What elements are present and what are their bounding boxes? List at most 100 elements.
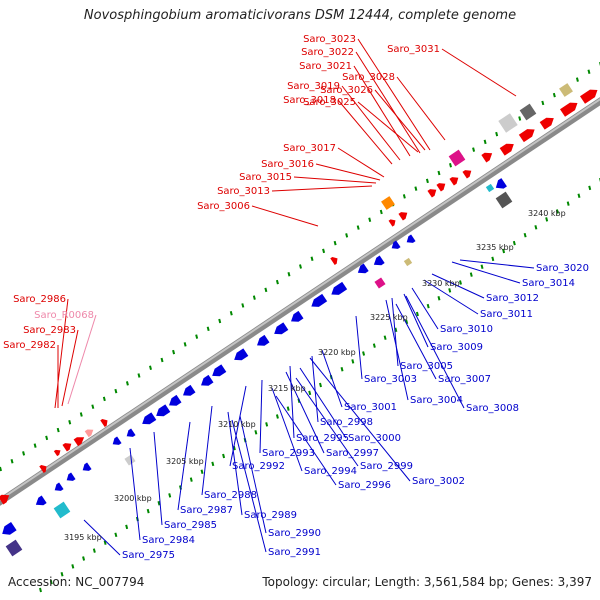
reverse-gene-label: Saro_3004 xyxy=(410,395,463,406)
forward-gene-label-leader xyxy=(54,298,69,409)
forward-gene-label: Saro_3013 xyxy=(217,186,270,197)
forward-gene-label: Saro_3025 xyxy=(303,97,356,108)
reverse-gene xyxy=(54,482,64,491)
reverse-gene xyxy=(2,521,17,535)
forward-tick xyxy=(333,240,337,246)
reverse-tick xyxy=(491,256,495,262)
forward-gene-label: Saro_R0068 xyxy=(34,310,94,321)
reverse-gene xyxy=(35,495,47,506)
accession-label: Accession: NC_007794 xyxy=(8,575,145,589)
reverse-tick xyxy=(415,311,419,317)
reverse-gene-label-leader xyxy=(229,385,247,467)
reverse-tick xyxy=(469,272,473,277)
forward-gene-label-leader xyxy=(251,205,319,227)
forward-tick xyxy=(22,451,26,456)
reverse-tick xyxy=(523,232,527,238)
forward-tick xyxy=(102,396,106,402)
forward-gene xyxy=(0,494,10,505)
forward-tick xyxy=(472,147,476,152)
reverse-tick xyxy=(372,343,376,348)
reverse-gene-label-leader xyxy=(321,349,343,408)
reverse-gene-label: Saro_2998 xyxy=(320,417,373,428)
forward-tick xyxy=(137,373,141,378)
forward-gene xyxy=(436,183,446,192)
reverse-gene-label-leader xyxy=(201,405,213,496)
reverse-gene xyxy=(112,436,122,445)
forward-gene xyxy=(39,465,47,473)
forward-tick xyxy=(518,116,522,121)
scale-label: 3195 kbp xyxy=(64,533,102,542)
scale-label: 3205 kbp xyxy=(166,457,204,466)
scale-label: 3200 kbp xyxy=(114,494,152,503)
reverse-gene xyxy=(142,412,157,425)
forward-tick xyxy=(379,209,383,215)
forward-gene-label-leader xyxy=(337,147,385,178)
forward-gene xyxy=(499,143,514,156)
forward-tick xyxy=(56,427,60,433)
reverse-gene-label-leader xyxy=(355,315,363,380)
forward-gene-label-leader xyxy=(357,101,419,153)
reverse-tick xyxy=(340,366,344,372)
forward-tick xyxy=(495,131,499,137)
reverse-gene-label: Saro_3020 xyxy=(536,263,589,274)
misc-feature xyxy=(559,83,573,97)
reverse-tick xyxy=(39,587,42,593)
forward-gene-label-leader xyxy=(315,163,381,181)
reverse-tick xyxy=(480,264,484,269)
forward-tick xyxy=(437,170,441,176)
misc-feature xyxy=(124,454,136,466)
reverse-tick xyxy=(588,185,592,191)
reverse-gene xyxy=(156,404,171,417)
reverse-tick xyxy=(189,477,193,482)
reverse-gene-label-leader xyxy=(309,357,411,482)
misc-feature xyxy=(381,196,395,210)
forward-tick xyxy=(356,225,360,230)
forward-gene xyxy=(539,117,554,130)
forward-gene-label-leader xyxy=(396,76,446,141)
reverse-gene-label: Saro_2992 xyxy=(232,461,285,472)
forward-gene xyxy=(53,449,61,457)
reverse-tick xyxy=(168,493,172,498)
reverse-gene-label: Saro_2989 xyxy=(244,510,297,521)
reverse-tick xyxy=(426,303,430,309)
reverse-tick xyxy=(362,351,366,356)
forward-gene-label: Saro_3006 xyxy=(197,201,250,212)
reverse-gene-label: Saro_3007 xyxy=(438,374,491,385)
forward-tick xyxy=(345,233,349,238)
reverse-tick xyxy=(275,414,279,419)
reverse-gene xyxy=(66,472,76,481)
forward-gene xyxy=(73,437,85,447)
scale-labels: 3195 kbp 3200 kbp 3205 kbp 3210 kbp 3215 kbp… xyxy=(64,209,566,542)
reverse-gene-label-leader xyxy=(405,295,465,409)
reverse-tick xyxy=(265,422,269,427)
reverse-gene xyxy=(212,364,227,377)
forward-gene xyxy=(398,212,408,221)
reverse-gene xyxy=(201,374,214,386)
forward-gene-label: Saro_3022 xyxy=(301,47,354,58)
reverse-gene-label-leader xyxy=(391,297,399,367)
reverse-tick xyxy=(200,469,204,474)
reverse-gene-label: Saro_3014 xyxy=(522,278,575,289)
scale-label: 3225 kbp xyxy=(370,313,408,322)
reverse-tick xyxy=(394,327,398,333)
reverse-gene-label: Saro_2994 xyxy=(304,466,357,477)
reverse-gene-label: Saro_2993 xyxy=(262,448,315,459)
forward-gene-label-leader xyxy=(357,38,431,151)
scale-label: 3235 kbp xyxy=(476,243,514,252)
forward-gene-label-leader xyxy=(374,89,426,151)
reverse-gene-label-leader xyxy=(231,419,267,553)
misc-feature xyxy=(403,257,413,267)
misc-feature xyxy=(495,191,513,209)
tick-marks xyxy=(0,62,600,593)
reverse-gene-label-leader xyxy=(177,421,191,511)
reverse-tick xyxy=(459,280,462,285)
forward-tick xyxy=(299,264,302,269)
reverse-gene xyxy=(373,255,385,266)
forward-tick xyxy=(195,334,199,339)
reverse-gene-label: Saro_3000 xyxy=(348,433,401,444)
reverse-gene-label-leader xyxy=(289,365,295,439)
forward-tick xyxy=(575,77,579,82)
reverse-gene-label-leader xyxy=(275,395,337,486)
reverse-gene-label: Saro_2999 xyxy=(360,461,413,472)
forward-tick xyxy=(206,326,210,332)
